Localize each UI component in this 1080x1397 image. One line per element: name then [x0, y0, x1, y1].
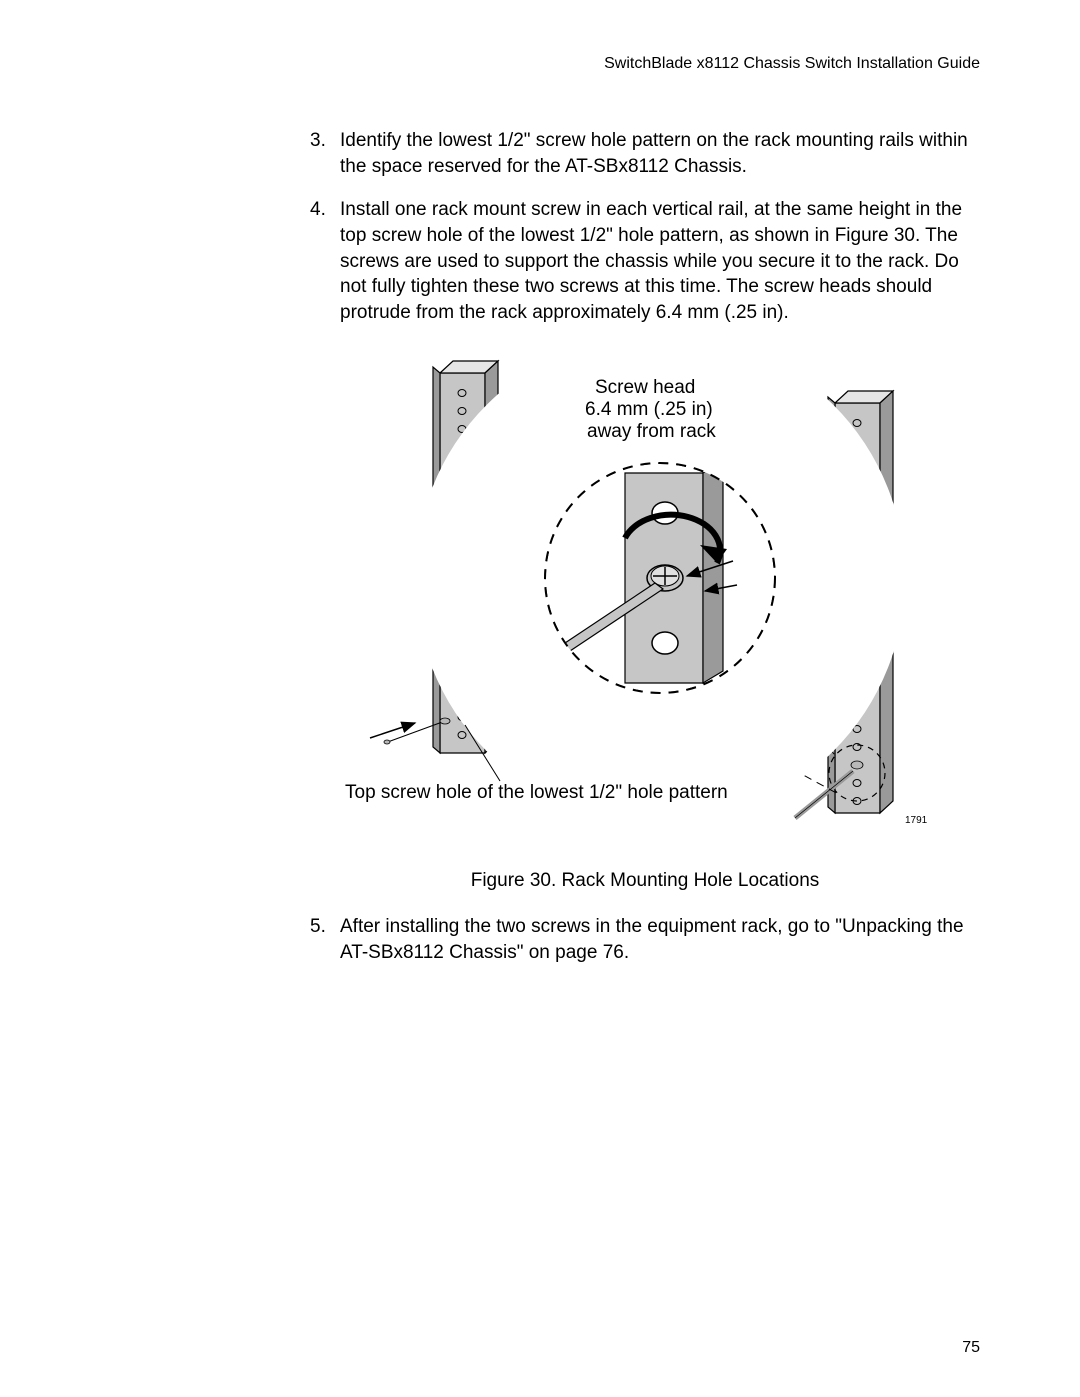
- step-number: 3.: [310, 128, 340, 179]
- step-4: 4. Install one rack mount screw in each …: [310, 197, 980, 325]
- step-number: 5.: [310, 914, 340, 965]
- page: SwitchBlade x8112 Chassis Switch Install…: [0, 0, 1080, 1397]
- page-header: SwitchBlade x8112 Chassis Switch Install…: [100, 55, 980, 73]
- callout-top-line2: 6.4 mm (.25 in): [585, 399, 713, 420]
- rack-diagram: Screw head 6.4 mm (.25 in) away from rac…: [325, 343, 965, 843]
- callout-top-line1: Screw head: [595, 377, 695, 398]
- header-title: SwitchBlade x8112 Chassis Switch Install…: [604, 55, 980, 72]
- step-3: 3. Identify the lowest 1/2" screw hole p…: [310, 128, 980, 179]
- step-5: 5. After installing the two screws in th…: [310, 914, 980, 965]
- figure-30: Screw head 6.4 mm (.25 in) away from rac…: [310, 343, 980, 892]
- step-text: Install one rack mount screw in each ver…: [340, 197, 980, 325]
- figure-caption: Figure 30. Rack Mounting Hole Locations: [310, 870, 980, 892]
- step-text: After installing the two screws in the e…: [340, 914, 980, 965]
- step-text: Identify the lowest 1/2" screw hole patt…: [340, 128, 980, 179]
- callout-bottom: Top screw hole of the lowest 1/2" hole p…: [345, 782, 728, 803]
- detail-circle: [480, 398, 840, 758]
- page-number: 75: [962, 1339, 980, 1357]
- main-content: 3. Identify the lowest 1/2" screw hole p…: [310, 128, 980, 966]
- diagram-id: 1791: [905, 815, 928, 826]
- callout-top-line3: away from rack: [587, 421, 716, 442]
- step-number: 4.: [310, 197, 340, 325]
